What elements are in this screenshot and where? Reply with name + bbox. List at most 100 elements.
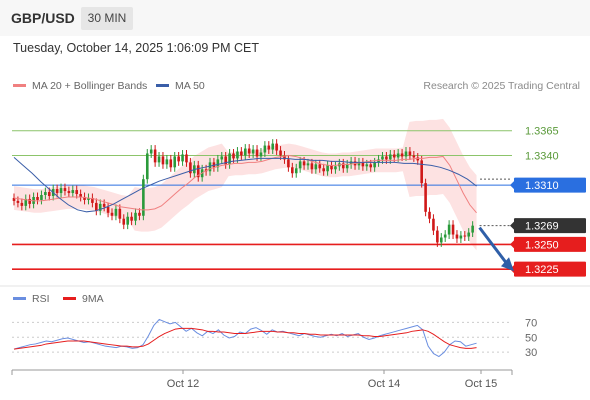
candle-body <box>83 196 86 200</box>
legend-rsi-label: RSI <box>32 293 50 305</box>
ma50-swatch <box>156 83 169 87</box>
candle-body <box>149 149 153 154</box>
candle-body <box>228 153 231 165</box>
candle-body <box>142 179 145 216</box>
candle-body <box>381 156 384 160</box>
price-tag-pointer-1.3269 <box>510 221 514 230</box>
candle-body <box>467 232 471 237</box>
candle-body <box>189 162 192 174</box>
candle-body <box>169 159 173 168</box>
price-tag-text-1.3250: 1.3250 <box>525 239 559 251</box>
candle-body <box>428 211 431 219</box>
price-tag-text-1.3225: 1.3225 <box>525 264 559 276</box>
candle-body <box>345 164 349 169</box>
candle-body <box>173 156 177 168</box>
candle-body <box>134 212 137 221</box>
price-tag-1.3250 <box>514 236 586 252</box>
rsi-tick-label: 30 <box>525 347 537 359</box>
candle-body <box>236 151 239 159</box>
candle-body <box>365 164 369 167</box>
x-tick-label: Oct 15 <box>465 378 497 390</box>
candle-body <box>118 208 122 219</box>
candle-body <box>322 168 325 172</box>
rsi-swatch <box>13 296 26 300</box>
candle-body <box>196 165 200 178</box>
candle-body <box>439 237 443 243</box>
legend-ma20: MA 20 + Bollinger Bands <box>13 80 147 92</box>
rsi-tick-label: 70 <box>525 317 537 329</box>
candle-body <box>47 192 51 196</box>
legend-ma9-label: 9MA <box>82 293 104 305</box>
candle-body <box>373 162 376 168</box>
research-credit: Research © 2025 Trading Central <box>423 80 580 92</box>
candle-body <box>463 235 467 237</box>
price-tag-1.3225 <box>514 261 586 277</box>
candle-body <box>106 206 110 213</box>
symbol-title: GBP/USD <box>11 10 75 26</box>
candle-body <box>63 188 67 192</box>
candle-body <box>224 156 227 165</box>
candle-body <box>79 194 82 197</box>
candle-body <box>98 203 102 211</box>
candle-body <box>153 149 157 163</box>
rsi-tick-label: 50 <box>525 332 537 344</box>
rsi-ma9-line <box>13 327 477 350</box>
candle-body <box>208 162 212 172</box>
ma50-line <box>13 157 477 213</box>
candle-body <box>279 150 282 156</box>
forecast-arrow-shaft <box>478 226 510 267</box>
candle-body <box>55 189 59 194</box>
candle-body <box>318 164 322 169</box>
candle-body <box>20 202 24 206</box>
candle-body <box>267 145 271 150</box>
candle-body <box>459 235 463 239</box>
timeframe-button[interactable]: 30 MIN <box>81 7 133 30</box>
candle-body <box>310 163 314 170</box>
candle-body <box>369 164 373 168</box>
candle-body <box>314 164 318 170</box>
candle-body <box>243 148 247 156</box>
candle-body <box>240 151 243 156</box>
candle-body <box>400 153 404 157</box>
candle-body <box>263 145 267 153</box>
candle-body <box>404 151 408 157</box>
candle-body <box>181 154 184 162</box>
candle-body <box>165 159 169 165</box>
candle-body <box>75 190 79 195</box>
candle-body <box>420 160 423 184</box>
candle-body <box>157 156 161 163</box>
price-tag-1.3269 <box>514 218 586 234</box>
candle-body <box>130 216 133 221</box>
x-tick-label: Oct 12 <box>167 378 199 390</box>
candle-body <box>432 218 435 231</box>
price-tag-pointer-1.3250 <box>510 240 514 249</box>
candle-body <box>408 151 412 156</box>
candle-body <box>455 234 459 239</box>
candle-body <box>259 152 263 157</box>
candle-body <box>102 203 106 207</box>
price-tag-text-1.3310: 1.3310 <box>525 180 559 192</box>
candle-body <box>443 234 447 238</box>
candle-body <box>424 183 427 212</box>
candle-body <box>71 190 75 194</box>
candle-body <box>298 161 302 169</box>
candle-body <box>341 163 345 169</box>
candle-body <box>161 156 165 165</box>
ma20-swatch <box>13 83 26 87</box>
target-label-1.3365: 1.3365 <box>525 126 559 138</box>
ma9-swatch <box>63 296 76 300</box>
candle-body <box>122 218 126 225</box>
legend-ma50: MA 50 <box>156 80 205 92</box>
legend-ma9: 9MA <box>63 293 104 305</box>
candle-body <box>110 212 114 216</box>
candle-body <box>91 197 94 203</box>
candle-body <box>294 168 298 174</box>
candle-body <box>220 156 224 160</box>
candle-body <box>16 200 20 203</box>
candle-body <box>287 159 290 168</box>
candle-body <box>40 195 43 200</box>
candle-body <box>114 208 118 216</box>
rsi-line <box>13 318 477 358</box>
candle-body <box>302 161 306 166</box>
